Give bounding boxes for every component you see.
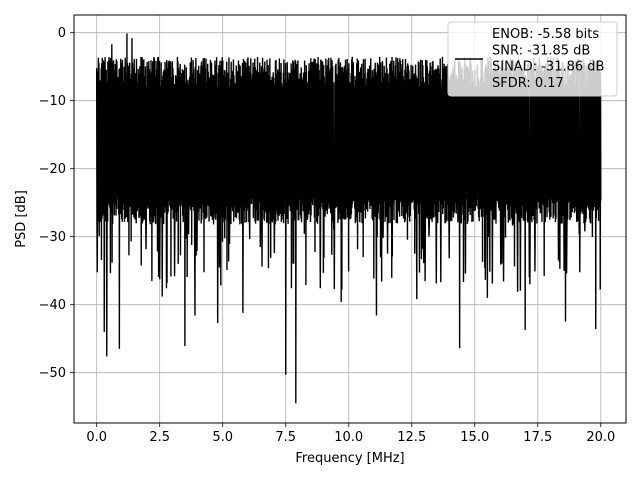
y-tick-label: −50	[39, 366, 66, 381]
legend: ENOB: -5.58 bits SNR: -31.85 dB SINAD: -…	[447, 21, 618, 97]
axes-frame	[73, 14, 627, 424]
y-tick-label: −10	[39, 94, 66, 109]
x-tick-label: 20.0	[586, 430, 615, 445]
x-tick-label: 10.0	[334, 430, 363, 445]
psd-series-line	[95, 33, 602, 404]
legend-sfdr: SFDR: 0.17	[492, 76, 564, 91]
y-tick-label: −40	[39, 298, 66, 313]
ticks: 0.0 2.5 5.0 7.5 10.0 12.5 15.0 17.5 20.0 0 −10 −20 −…	[39, 26, 616, 445]
y-tick-label: −20	[39, 162, 66, 177]
x-tick-label: 0.0	[86, 430, 107, 445]
x-tick-label: 7.5	[275, 430, 296, 445]
x-tick-label: 15.0	[460, 430, 489, 445]
x-axis-label: Frequency [MHz]	[295, 451, 404, 466]
y-tick-label: −30	[39, 230, 66, 245]
x-tick-label: 12.5	[397, 430, 426, 445]
y-tick-label: 0	[58, 26, 66, 41]
x-tick-label: 5.0	[212, 430, 233, 445]
y-axis-label: PSD [dB]	[14, 190, 29, 248]
x-tick-label: 2.5	[149, 430, 170, 445]
series-layer	[95, 33, 602, 404]
x-tick-label: 17.5	[523, 430, 552, 445]
legend-sinad: SINAD: -31.86 dB	[492, 60, 604, 75]
legend-box	[447, 21, 618, 97]
legend-enob: ENOB: -5.58 bits	[492, 27, 599, 42]
legend-snr: SNR: -31.85 dB	[492, 43, 590, 58]
